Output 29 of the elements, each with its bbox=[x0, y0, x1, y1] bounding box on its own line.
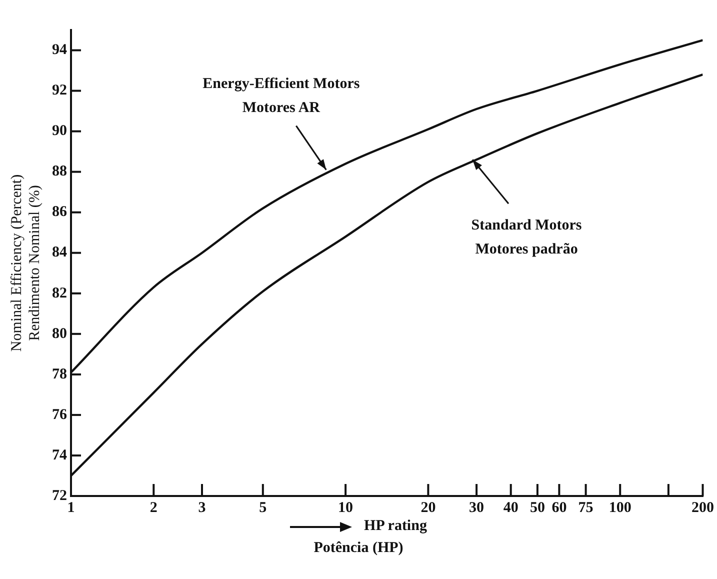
y-tick-label: 78 bbox=[52, 366, 67, 382]
y-tick-label: 72 bbox=[52, 488, 67, 504]
x-tick-label: 60 bbox=[552, 500, 567, 516]
x-axis-title: HP rating Potência (HP) bbox=[312, 517, 428, 558]
y-axis-title: Nominal Efficiency (Percent) Rendimento Nominal (%) bbox=[8, 174, 43, 352]
y-tick-label: 82 bbox=[52, 285, 67, 302]
y-tick-label: 80 bbox=[52, 326, 67, 342]
x-tick-label: 200 bbox=[692, 500, 714, 516]
x-tick-label: 2 bbox=[150, 500, 158, 516]
x-tick-label: 75 bbox=[578, 500, 594, 516]
y-tick-label: 86 bbox=[52, 204, 68, 220]
annotation: Standard Motors Motores padrão bbox=[471, 218, 582, 258]
annotation: Energy-Efficient Motors Motores AR bbox=[202, 76, 360, 116]
x-tick-label: 5 bbox=[259, 500, 267, 516]
y-tick-label: 92 bbox=[52, 82, 67, 99]
y-tick-label: 90 bbox=[52, 123, 67, 140]
y-tick-label: 84 bbox=[52, 244, 68, 261]
x-tick-label: 100 bbox=[608, 500, 632, 516]
x-tick-label: 20 bbox=[420, 500, 436, 516]
y-tick-label: 76 bbox=[52, 406, 68, 423]
y-tick-label: 88 bbox=[52, 164, 67, 180]
x-tick-label: 30 bbox=[469, 500, 484, 516]
x-tick-label: 40 bbox=[503, 500, 518, 516]
x-tick-label: 1 bbox=[67, 500, 75, 516]
y-tick-label: 74 bbox=[52, 447, 68, 464]
x-tick-label: 50 bbox=[530, 500, 545, 516]
x-tick-label: 10 bbox=[338, 500, 354, 516]
y-tick-label: 94 bbox=[52, 42, 68, 58]
x-tick-label: 3 bbox=[198, 500, 206, 516]
